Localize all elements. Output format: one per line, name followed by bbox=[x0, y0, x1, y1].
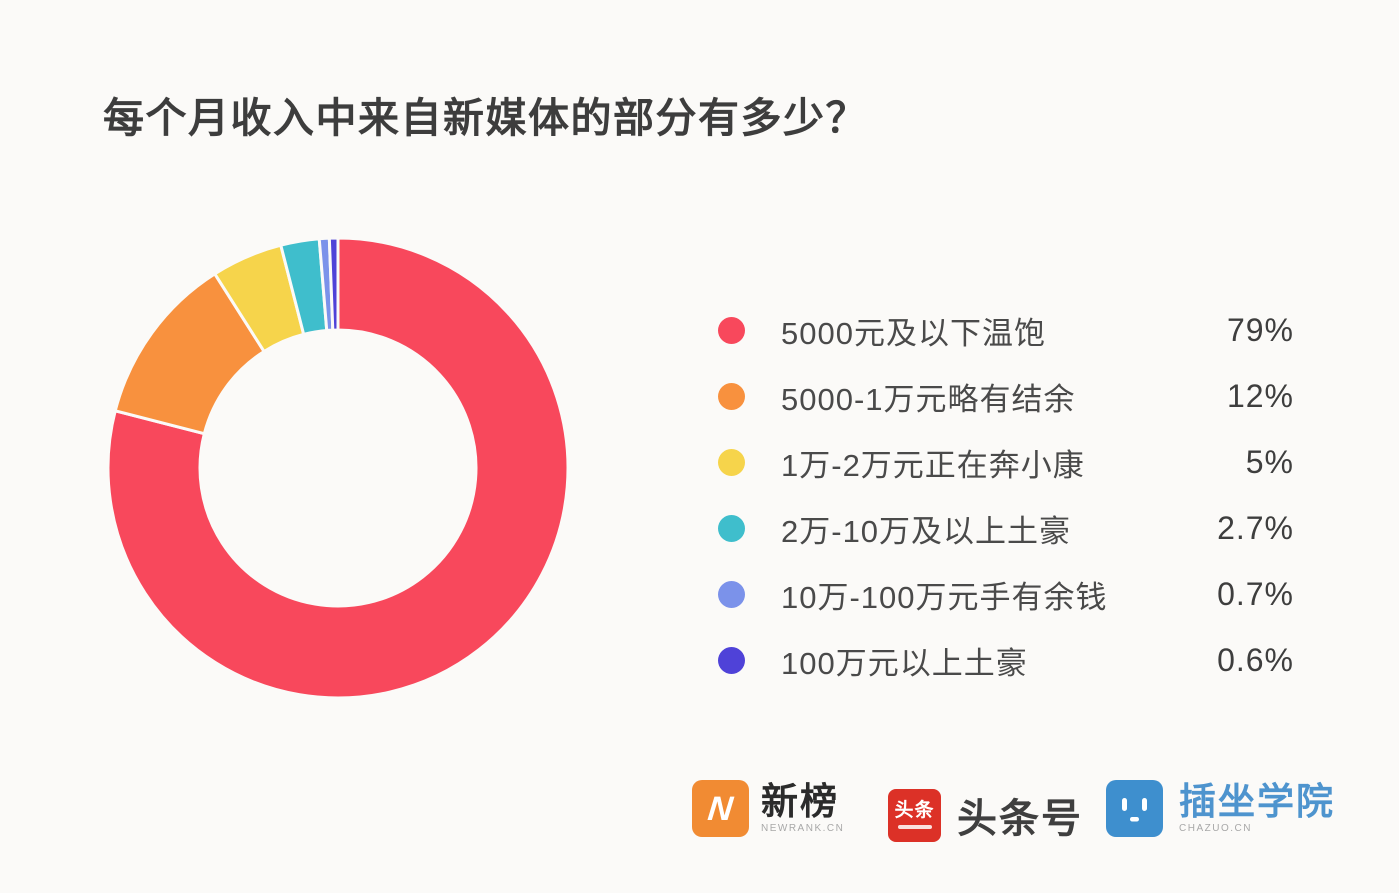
donut-slice-0 bbox=[106, 236, 570, 700]
legend-value: 0.7% bbox=[1217, 575, 1294, 612]
footer-brands: N 新榜 NEWRANK.CN 头条 头条号 插坐学院 CHAZUO.CN bbox=[0, 778, 1399, 858]
newrank-text: 新榜 NEWRANK.CN bbox=[761, 780, 845, 835]
newrank-name: 新榜 bbox=[761, 780, 839, 822]
legend-value: 79% bbox=[1226, 311, 1294, 348]
legend-dot-icon bbox=[718, 646, 745, 674]
legend-label: 100万元以上土豪 bbox=[781, 645, 1028, 681]
toutiao-name: 头条号 bbox=[957, 797, 1083, 841]
donut-chart bbox=[105, 235, 571, 701]
legend-label: 1万-2万元正在奔小康 bbox=[781, 447, 1085, 483]
legend-label: 10万-100万元手有余钱 bbox=[781, 579, 1108, 615]
legend-label: 5000-1万元略有结余 bbox=[781, 381, 1076, 417]
legend-row: 10万-100万元手有余钱 0.7% bbox=[706, 561, 1294, 627]
newrank-logo: N 新榜 NEWRANK.CN bbox=[692, 780, 844, 837]
legend-dot-icon bbox=[718, 448, 745, 476]
toutiao-logo: 头条 头条号 bbox=[888, 786, 1083, 844]
donut-chart-svg bbox=[106, 236, 570, 700]
newrank-n-icon: N bbox=[692, 780, 749, 837]
legend-row: 1万-2万元正在奔小康 5% bbox=[706, 429, 1294, 495]
legend-value: 12% bbox=[1226, 377, 1294, 414]
legend-row: 2万-10万及以上土豪 2.7% bbox=[706, 495, 1294, 561]
legend-row: 5000-1万元略有结余 12% bbox=[706, 363, 1294, 429]
legend-label: 2万-10万及以上土豪 bbox=[781, 513, 1072, 549]
chazuo-url: CHAZUO.CN bbox=[1179, 823, 1252, 835]
legend-value: 0.6% bbox=[1217, 641, 1294, 678]
chazuo-text: 插坐学院 CHAZUO.CN bbox=[1179, 780, 1335, 835]
legend-dot-icon bbox=[718, 580, 745, 608]
chazuo-name: 插坐学院 bbox=[1179, 780, 1335, 822]
legend-label: 5000元及以下温饱 bbox=[781, 315, 1046, 351]
newrank-url: NEWRANK.CN bbox=[761, 823, 845, 835]
donut-slice-5 bbox=[327, 236, 340, 332]
legend-row: 5000元及以下温饱 79% bbox=[706, 297, 1294, 363]
chazuo-logo: 插坐学院 CHAZUO.CN bbox=[1106, 780, 1335, 837]
toutiao-badge-underline bbox=[897, 824, 932, 829]
legend-dot-icon bbox=[718, 514, 745, 542]
legend-dot-icon bbox=[718, 382, 745, 410]
page-title: 每个月收入中来自新媒体的部分有多少？ bbox=[103, 95, 868, 141]
legend-value: 2.7% bbox=[1217, 509, 1294, 546]
legend-row: 100万元以上土豪 0.6% bbox=[706, 627, 1294, 693]
toutiao-badge-icon: 头条 bbox=[888, 788, 941, 842]
legend-dot-icon bbox=[718, 316, 745, 344]
chazuo-face-icon bbox=[1106, 780, 1163, 837]
chart-legend: 5000元及以下温饱 79% 5000-1万元略有结余 12% 1万-2万元正在… bbox=[706, 297, 1294, 693]
legend-value: 5% bbox=[1245, 443, 1294, 480]
